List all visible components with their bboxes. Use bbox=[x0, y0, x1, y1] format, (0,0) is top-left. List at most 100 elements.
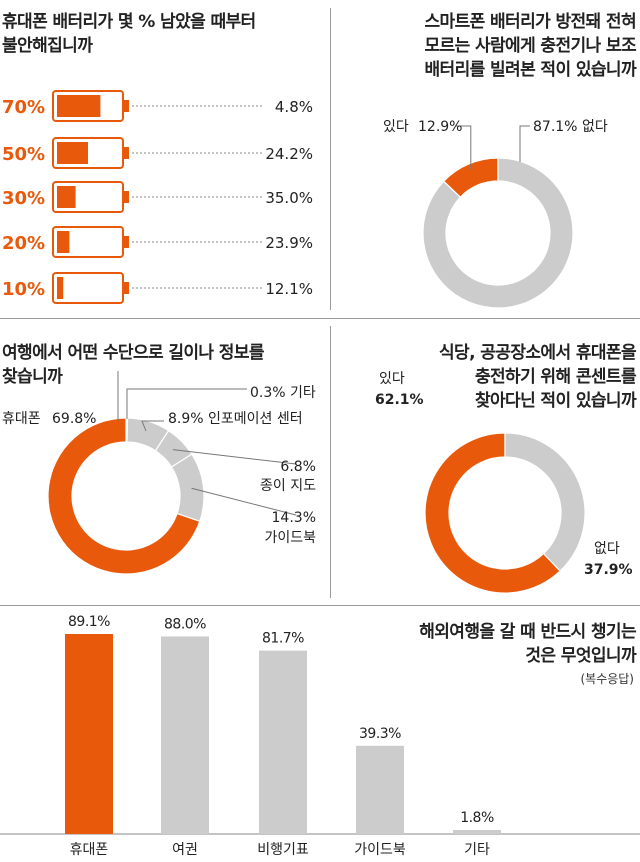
travel-items-value-label-1: 89.1% bbox=[68, 614, 110, 630]
travel-info-panel: 여행에서 어떤 수단으로 길이나 정보를 찾습니까 휴대폰 69.8% 0.3% 기타… bbox=[0, 319, 330, 605]
travel-items-value-label-3: 81.7% bbox=[262, 631, 304, 647]
borrow-charger-donut-chart: 있다 12.9% 87.1% 없다 bbox=[383, 119, 608, 309]
battery-icon-terminal-4 bbox=[124, 236, 129, 248]
travel-info-leader-guidebook bbox=[191, 487, 297, 516]
travel-items-value-label-4: 39.3% bbox=[359, 726, 401, 742]
travel-items-bar-2 bbox=[161, 636, 209, 834]
battery-icon-terminal-1 bbox=[124, 100, 129, 112]
travel-items-bar-4 bbox=[356, 745, 404, 834]
travel-items-title-line-2: 것은 무엇입니까 bbox=[525, 646, 636, 666]
borrow-charger-title-line-3: 배터리를 빌려본 적이 있습니까 bbox=[424, 60, 637, 80]
battery-icon-body-2 bbox=[52, 137, 124, 169]
battery-level-label-2: 50% bbox=[2, 144, 45, 165]
vertical-divider-top bbox=[330, 8, 331, 310]
vertical-divider-middle bbox=[330, 326, 331, 598]
battery-fill-2 bbox=[57, 142, 88, 164]
battery-value-label-3: 35.0% bbox=[265, 189, 313, 207]
travel-info-label-phone: 휴대폰 bbox=[2, 411, 41, 427]
travel-info-title-line-2: 찾습니까 bbox=[2, 367, 63, 387]
outlet-search-slice-2 bbox=[504, 432, 586, 572]
travel-info-value-guidebook: 14.3% bbox=[272, 510, 316, 526]
battery-value-label-5: 12.1% bbox=[265, 280, 313, 298]
travel-items-category-label-5: 기타 bbox=[464, 842, 490, 858]
travel-info-title-line-1: 여행에서 어떤 수단으로 길이나 정보를 bbox=[2, 343, 265, 363]
outlet-search-title-line-1: 식당, 공공장소에서 휴대폰을 bbox=[439, 343, 637, 363]
borrow-charger-slice-2 bbox=[422, 157, 574, 309]
travel-items-panel: 해외여행을 갈 때 반드시 챙기는 것은 무엇입니까 (복수응답) 89.1% 휴… bbox=[0, 606, 640, 862]
battery-anxiety-panel: 휴대폰 배터리가 몇 % 남았을 때부터 불안해집니까 70% 4.8% 50% 24… bbox=[0, 0, 330, 318]
travel-info-label-paper-map: 종이 지도 bbox=[260, 478, 316, 494]
outlet-search-label-no: 없다 bbox=[594, 541, 620, 557]
outlet-search-title: 식당, 공공장소에서 휴대폰을 충전하기 위해 콘센트를 찾아다닌 적이 있습니… bbox=[439, 341, 637, 413]
travel-info-leader-info-center bbox=[141, 420, 164, 432]
battery-fill-1 bbox=[57, 95, 101, 117]
travel-items-category-label-4: 가이드북 bbox=[354, 842, 406, 858]
travel-items-bar-5 bbox=[453, 829, 501, 834]
borrow-charger-value-yes: 12.9% bbox=[418, 119, 462, 135]
travel-info-leader-other bbox=[126, 388, 247, 419]
battery-value-label-4: 23.9% bbox=[265, 234, 313, 252]
travel-info-value-paper-map: 6.8% bbox=[280, 459, 316, 475]
battery-anxiety-title-line-2: 불안해집니까 bbox=[2, 36, 93, 56]
travel-items-category-label-2: 여권 bbox=[172, 842, 198, 858]
travel-info-slice-5 bbox=[170, 453, 205, 523]
travel-items-subtitle: (복수응답) bbox=[580, 672, 634, 686]
borrow-charger-value-no: 87.1% bbox=[533, 119, 577, 135]
travel-info-donut-chart: 휴대폰 69.8% 0.3% 기타 8.9% 인포메이션 센터 6.8% 종이 지도 14.3%… bbox=[2, 371, 316, 575]
travel-items-category-label-1: 휴대폰 bbox=[70, 842, 109, 858]
outlet-search-slice-1 bbox=[424, 432, 561, 594]
travel-items-bar-1 bbox=[65, 634, 113, 834]
outlet-search-value-yes: 62.1% bbox=[375, 392, 424, 408]
travel-info-label-other: 기타 bbox=[290, 385, 316, 401]
borrow-charger-title-line-2: 모르는 사람에게 충전기나 보조 bbox=[424, 36, 637, 56]
outlet-search-value-no: 37.9% bbox=[584, 562, 633, 578]
horizontal-divider-1 bbox=[0, 318, 640, 319]
battery-anxiety-title: 휴대폰 배터리가 몇 % 남았을 때부터 불안해집니까 bbox=[2, 10, 256, 58]
battery-icon-terminal-3 bbox=[124, 191, 129, 203]
travel-info-value-other: 0.3% bbox=[250, 385, 286, 401]
travel-items-category-label-3: 비행기표 bbox=[257, 842, 309, 858]
travel-info-leader-paper-map bbox=[172, 449, 297, 465]
battery-icon-body-1 bbox=[52, 90, 124, 122]
travel-info-slice-1 bbox=[47, 417, 201, 575]
outlet-search-title-line-2: 충전하기 위해 콘센트를 bbox=[474, 367, 637, 387]
battery-icon-terminal-5 bbox=[124, 282, 129, 294]
travel-info-value-phone: 69.8% bbox=[52, 411, 96, 427]
travel-info-label-info-center: 인포메이션 센터 bbox=[208, 411, 303, 427]
outlet-search-panel: 식당, 공공장소에서 휴대폰을 충전하기 위해 콘센트를 찾아다닌 적이 있습니… bbox=[331, 319, 640, 605]
borrow-charger-label-yes: 있다 bbox=[383, 119, 409, 135]
borrow-charger-leader-yes bbox=[456, 125, 472, 170]
travel-items-value-label-5: 1.8% bbox=[460, 810, 494, 826]
borrow-charger-title: 스마트폰 배터리가 방전돼 전혀 모르는 사람에게 충전기나 보조 배터리를 빌… bbox=[424, 10, 637, 82]
borrow-charger-label-no: 없다 bbox=[582, 119, 608, 135]
battery-chart: 70% 4.8% 50% 24.2% 30% 35.0% 20% 23.9% 10% 12.1% bbox=[2, 90, 313, 304]
battery-anxiety-title-line-1: 휴대폰 배터리가 몇 % 남았을 때부터 bbox=[2, 12, 256, 32]
battery-fill-3 bbox=[57, 186, 76, 208]
battery-icon-terminal-2 bbox=[124, 147, 129, 159]
travel-info-value-info-center: 8.9% bbox=[168, 411, 204, 427]
battery-icon-body-4 bbox=[52, 226, 124, 258]
battery-fill-5 bbox=[57, 277, 64, 299]
outlet-search-donut-chart: 있다 62.1% 없다 37.9% bbox=[375, 371, 633, 594]
travel-items-value-label-2: 88.0% bbox=[164, 616, 206, 632]
outlet-search-label-yes: 있다 bbox=[379, 371, 405, 387]
battery-icon-body-5 bbox=[52, 272, 124, 304]
borrow-charger-title-line-1: 스마트폰 배터리가 방전돼 전혀 bbox=[424, 12, 637, 32]
outlet-search-title-line-3: 찾아다닌 적이 있습니까 bbox=[474, 391, 637, 411]
travel-info-label-guidebook: 가이드북 bbox=[264, 530, 316, 546]
battery-level-label-1: 70% bbox=[2, 97, 45, 118]
travel-items-title-line-1: 해외여행을 갈 때 반드시 챙기는 bbox=[419, 622, 636, 642]
borrow-charger-panel: 스마트폰 배터리가 방전돼 전혀 모르는 사람에게 충전기나 보조 배터리를 빌… bbox=[331, 0, 640, 318]
travel-items-title: 해외여행을 갈 때 반드시 챙기는 것은 무엇입니까 bbox=[419, 620, 636, 668]
travel-info-title: 여행에서 어떤 수단으로 길이나 정보를 찾습니까 bbox=[2, 341, 265, 389]
travel-items-bar-3 bbox=[259, 650, 307, 834]
battery-fill-4 bbox=[57, 231, 70, 253]
battery-level-label-3: 30% bbox=[2, 188, 45, 209]
travel-items-bar-chart: 89.1% 휴대폰 88.0% 여권 81.7% 비행기표 39.3% 가이드북 1.8% 기타 bbox=[0, 614, 640, 858]
battery-value-label-2: 24.2% bbox=[265, 145, 313, 163]
battery-icon-body-3 bbox=[52, 181, 124, 213]
battery-level-label-4: 20% bbox=[2, 233, 45, 254]
horizontal-divider-2 bbox=[0, 605, 640, 606]
battery-level-label-5: 10% bbox=[2, 279, 45, 300]
